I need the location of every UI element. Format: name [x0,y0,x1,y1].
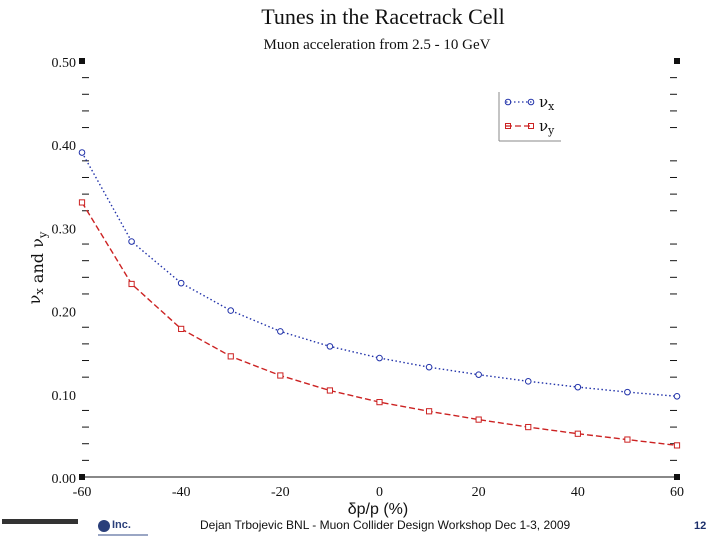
data-point-nuy [574,430,581,437]
data-point-nuy [525,423,532,431]
data-point-nux [227,307,235,314]
data-point-nuy [78,199,86,206]
data-point-nux [475,371,482,378]
muons-logo-sub [98,534,148,536]
data-point-nux [574,383,582,391]
data-point-nux [177,279,185,287]
data-point-nux [524,378,532,385]
data-point-nux [425,363,433,371]
y-tick-label: 0.40 [52,139,77,154]
axis-corner-marker [674,58,680,64]
x-axis-label: δp/p (%) [348,501,408,518]
muons-logo-mark [98,520,110,532]
x-tick-label: 40 [571,485,585,500]
bnl-logo [2,516,78,538]
legend-label-nux: νx [539,93,554,113]
data-point-nux [673,392,681,400]
x-tick-label: -60 [73,485,92,500]
data-point-nuy [475,416,482,423]
y-axis-label-text: νx and νy [25,231,49,304]
axis-corner-marker [79,58,85,64]
data-point-nux [326,343,334,350]
data-point-nux [277,328,284,335]
data-point-nuy [178,325,185,333]
data-point-nuy [425,408,433,415]
x-tick-label: 60 [670,485,684,500]
page-number: 12 [694,520,707,532]
legend-marker-nuy-a [505,123,511,129]
data-point-nuy [227,353,234,360]
data-point-nuy [376,399,383,406]
x-tick-label: -40 [172,485,191,500]
legend-marker-nuy-b [528,123,534,129]
data-point-nux [128,238,135,245]
data-point-nux [78,149,86,156]
legend-marker-nux-b [527,98,535,106]
x-tick-label: 0 [376,485,383,500]
y-tick-label: 0.50 [52,56,77,71]
legend: νx νy [498,92,561,142]
data-point-nux [624,388,631,396]
x-tick-label: 20 [472,485,486,500]
series-line-nuy [81,202,678,447]
legend-label-nuy: νy [539,117,555,137]
data-point-nuy [277,372,284,379]
y-tick-label: 0.10 [52,389,77,404]
muons-logo-name: Inc. [112,519,131,531]
muons-inc-logo: Inc. [98,518,162,538]
data-point-nuy [624,436,631,443]
data-point-nuy [128,280,135,288]
y-tick-label: 0.30 [52,222,77,237]
y-tick-label: 0.20 [52,306,77,321]
data-point-nuy [673,442,681,449]
x-tick-label: -20 [271,485,290,500]
data-point-nux [376,354,383,362]
legend-marker-nux-a [504,98,512,106]
chart-title: Tunes in the Racetrack Cell [261,4,505,29]
bnl-logo-bar [2,519,78,524]
y-tick-label: 0.00 [52,472,77,487]
y-axis-label: νx and νy [25,231,49,304]
data-point-nuy [326,387,334,394]
chart-subtitle: Muon acceleration from 2.5 - 10 GeV [263,37,490,53]
footer-text: Dejan Trbojevic BNL - Muon Collider Desi… [200,518,571,532]
